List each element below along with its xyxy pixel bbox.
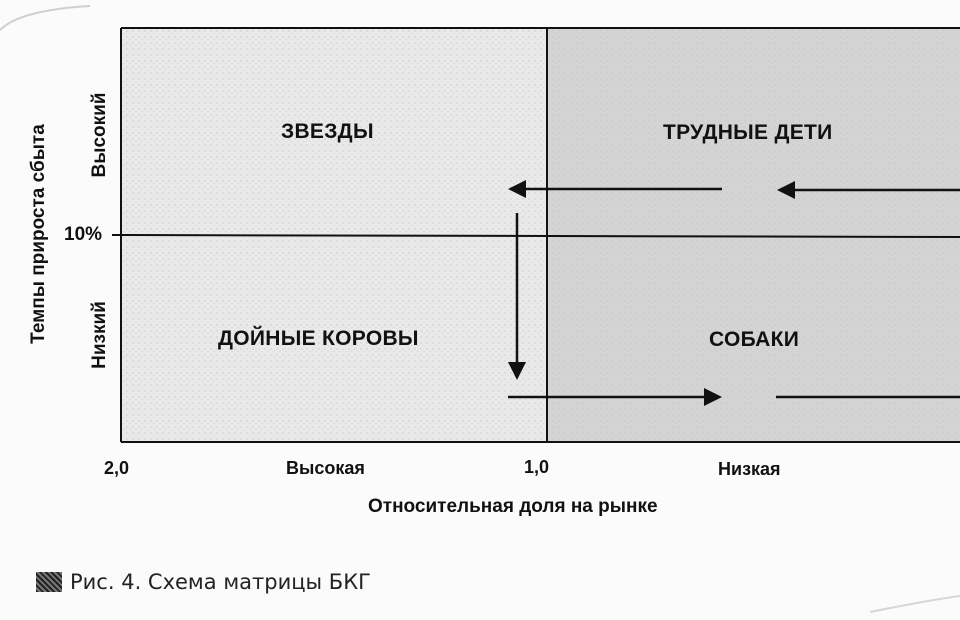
y-axis-threshold-label: 10%: [64, 224, 103, 245]
x-axis-tick-mid: 1,0: [524, 457, 550, 477]
quadrant-dogs: СОБАКИ: [709, 328, 800, 351]
arrow-left-upper-left: [508, 180, 722, 198]
caption-marker-icon: [36, 572, 62, 592]
horizontal-divider: [120, 234, 960, 238]
arrow-left-upper-right: [777, 181, 960, 199]
x-axis-low-label: Низкая: [718, 459, 781, 479]
x-axis-high-label: Высокая: [286, 458, 365, 478]
arrow-right-lower-left: [508, 388, 722, 406]
quadrant-stars: ЗВЕЗДЫ: [281, 120, 374, 143]
y-axis-title: Темпы прироста сбыта: [28, 124, 49, 344]
quadrant-question-marks: ТРУДНЫЕ ДЕТИ: [663, 121, 833, 144]
quadrant-cash-cows: ДОЙНЫЕ КОРОВЫ: [218, 327, 419, 350]
figure-caption: Рис. 4. Схема матрицы БКГ: [36, 570, 371, 594]
arrow-down: [508, 213, 526, 380]
caption-text: Рис. 4. Схема матрицы БКГ: [70, 570, 371, 594]
y-axis-high-label: Высокий: [89, 92, 110, 178]
x-axis-tick-left: 2,0: [104, 458, 130, 478]
y-axis-low-label: Низкий: [89, 301, 110, 369]
x-axis-title: Относительная доля на рынке: [368, 496, 658, 517]
